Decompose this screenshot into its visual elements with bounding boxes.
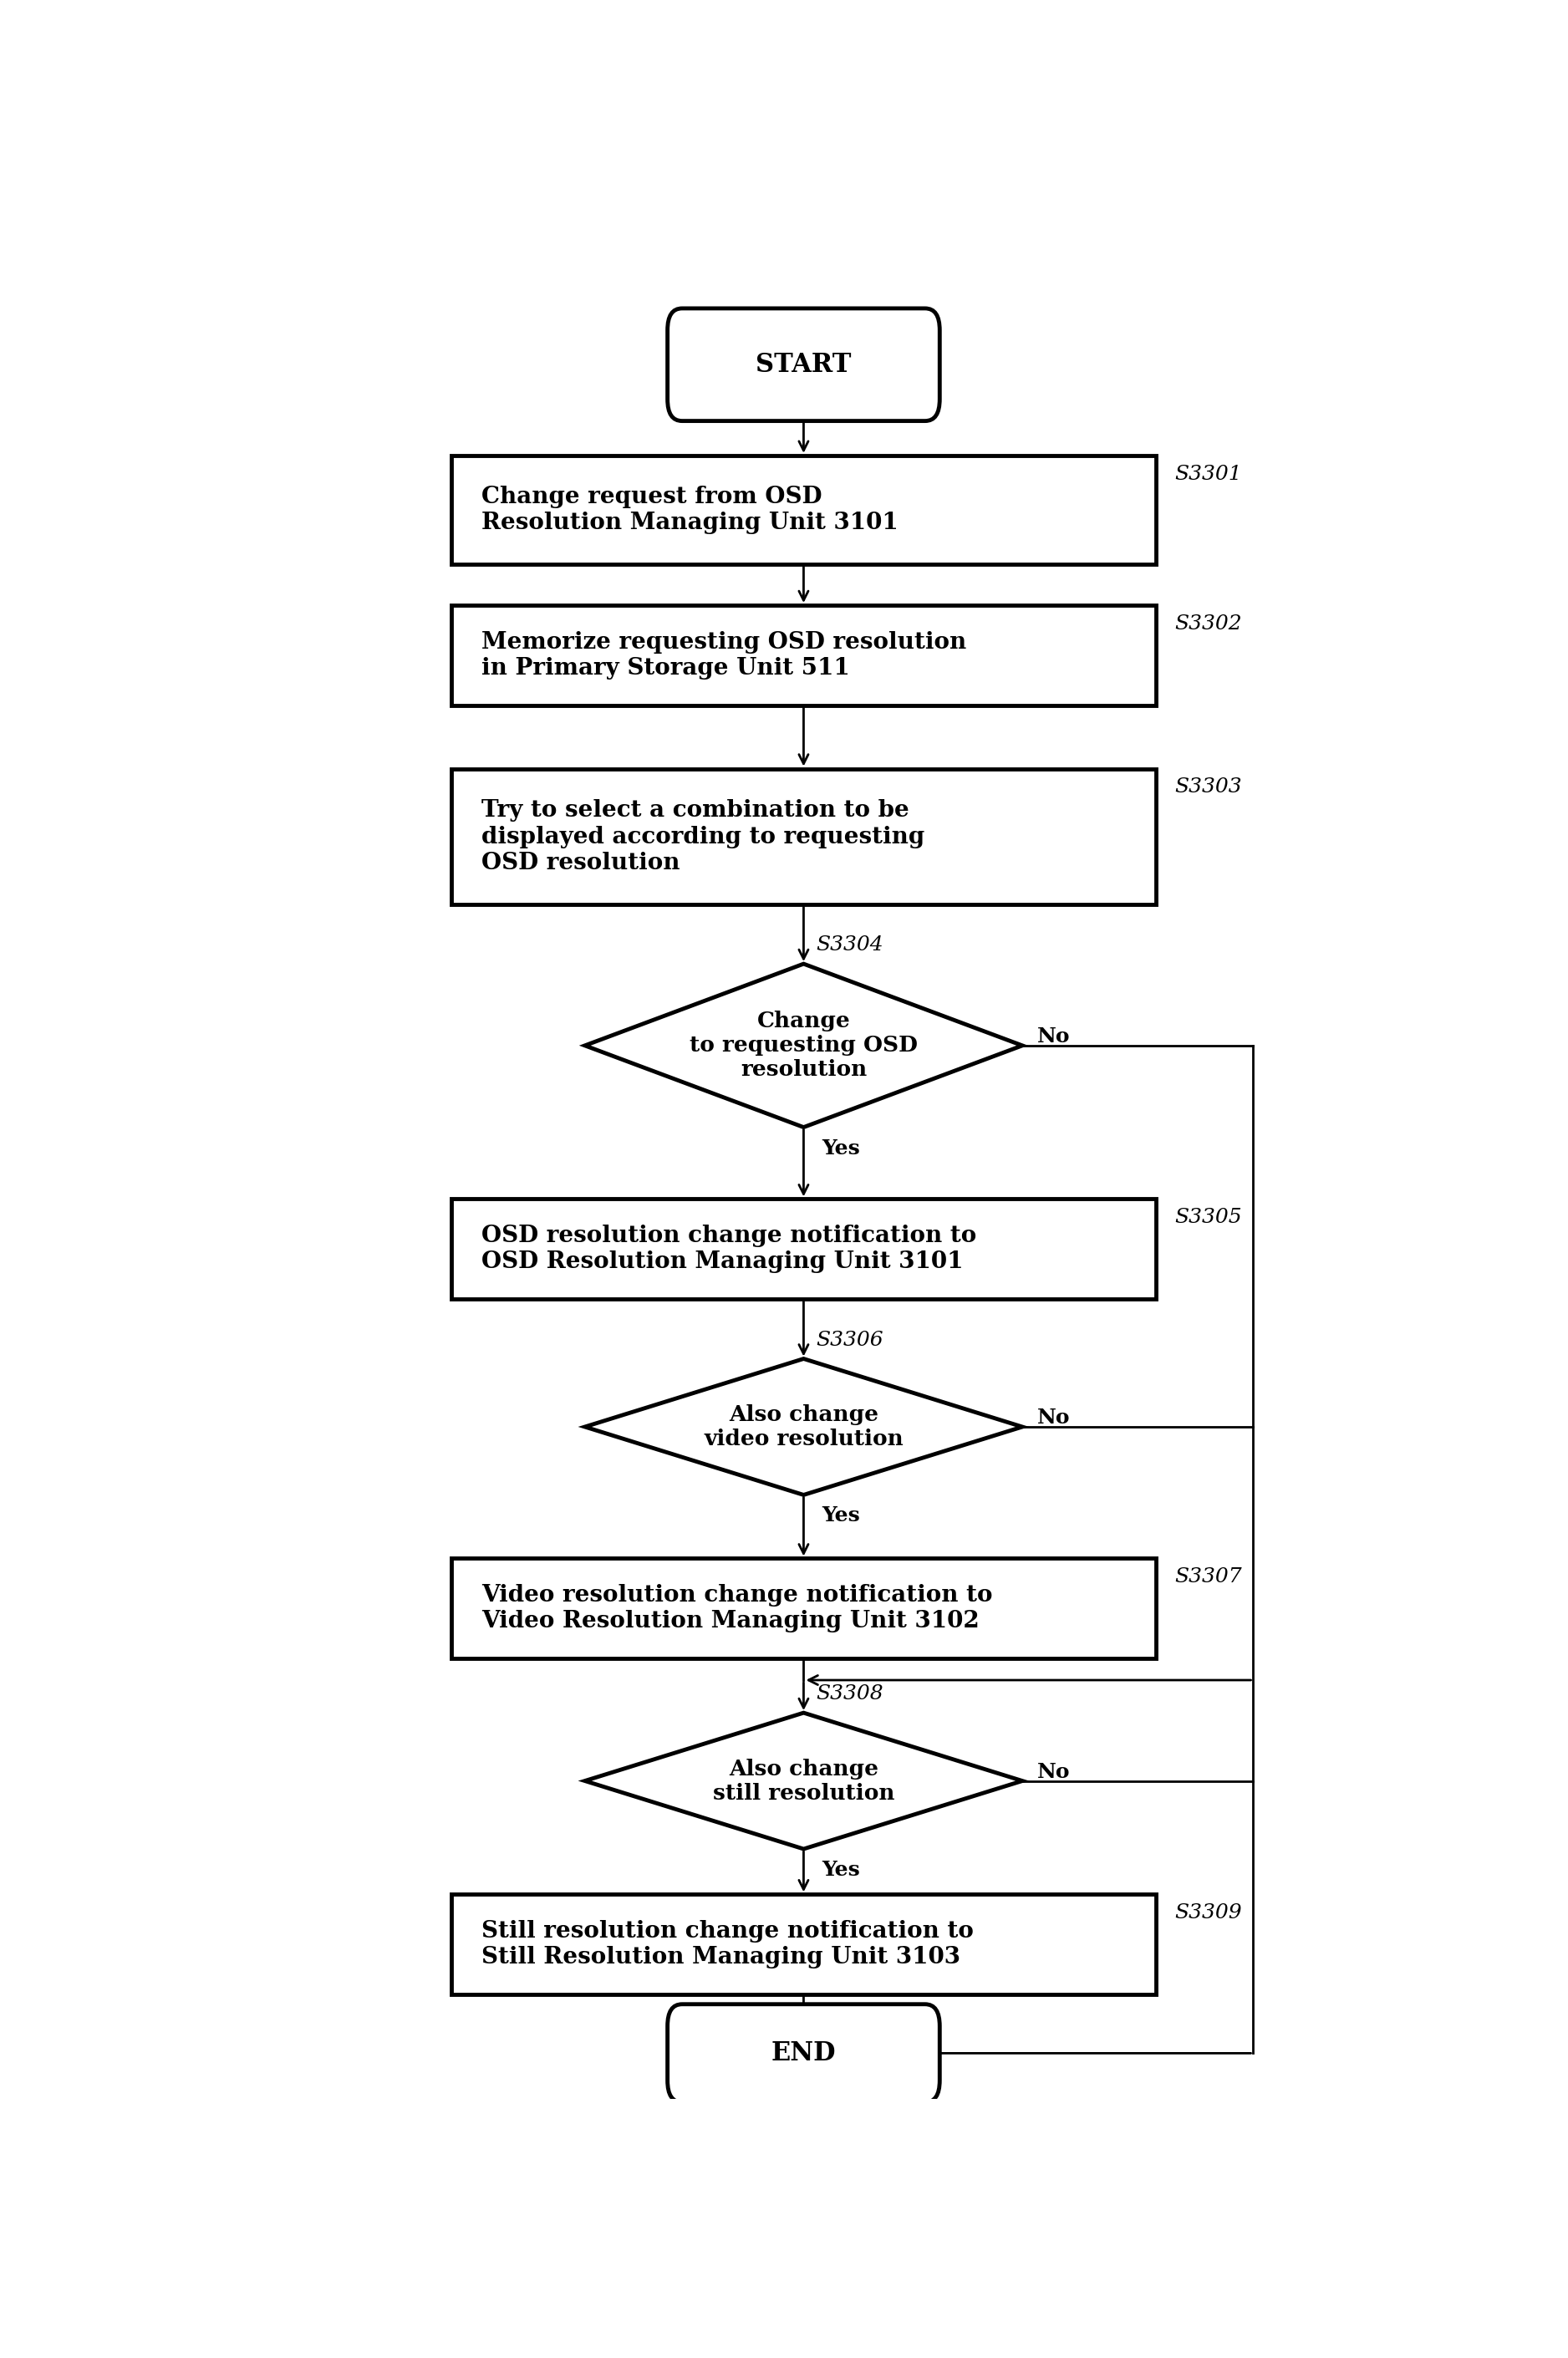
FancyBboxPatch shape [668, 309, 939, 422]
Polygon shape [585, 1712, 1022, 1849]
Bar [452, 455, 1156, 564]
Text: S3307: S3307 [1174, 1568, 1242, 1587]
Text: OSD resolution change notification to
OSD Resolution Managing Unit 3101: OSD resolution change notification to OS… [481, 1224, 977, 1273]
Text: Memorize requesting OSD resolution
in Primary Storage Unit 511: Memorize requesting OSD resolution in Pr… [481, 632, 966, 679]
Text: S3303: S3303 [1174, 778, 1242, 797]
Text: Still resolution change notification to
Still Resolution Managing Unit 3103: Still resolution change notification to … [481, 1919, 974, 1969]
Bar [452, 1559, 1156, 1658]
Text: S3306: S3306 [815, 1330, 883, 1349]
FancyBboxPatch shape [668, 2004, 939, 2103]
Bar [452, 1893, 1156, 1995]
Text: Yes: Yes [822, 1507, 861, 1526]
Text: END: END [771, 2040, 836, 2066]
Bar [452, 1198, 1156, 1299]
Text: No: No [1036, 1408, 1069, 1429]
Text: No: No [1036, 1761, 1069, 1783]
Text: Try to select a combination to be
displayed according to requesting
OSD resoluti: Try to select a combination to be displa… [481, 799, 925, 875]
Polygon shape [585, 1358, 1022, 1495]
Text: Also change
still resolution: Also change still resolution [713, 1759, 894, 1804]
Text: S3305: S3305 [1174, 1207, 1242, 1226]
Text: S3309: S3309 [1174, 1903, 1242, 1922]
Text: Change
to requesting OSD
resolution: Change to requesting OSD resolution [690, 1012, 917, 1080]
Text: S3302: S3302 [1174, 615, 1242, 634]
Text: No: No [1036, 1026, 1069, 1047]
Bar [452, 769, 1156, 905]
Text: Also change
video resolution: Also change video resolution [704, 1405, 903, 1450]
Text: Change request from OSD
Resolution Managing Unit 3101: Change request from OSD Resolution Manag… [481, 486, 898, 535]
Text: Yes: Yes [822, 1860, 861, 1879]
Polygon shape [585, 964, 1022, 1127]
Text: START: START [756, 351, 851, 377]
Text: S3301: S3301 [1174, 465, 1242, 483]
Text: S3304: S3304 [815, 936, 883, 955]
Text: Yes: Yes [822, 1139, 861, 1158]
Bar [452, 606, 1156, 705]
Text: Video resolution change notification to
Video Resolution Managing Unit 3102: Video resolution change notification to … [481, 1585, 993, 1632]
Text: S3308: S3308 [815, 1684, 883, 1705]
